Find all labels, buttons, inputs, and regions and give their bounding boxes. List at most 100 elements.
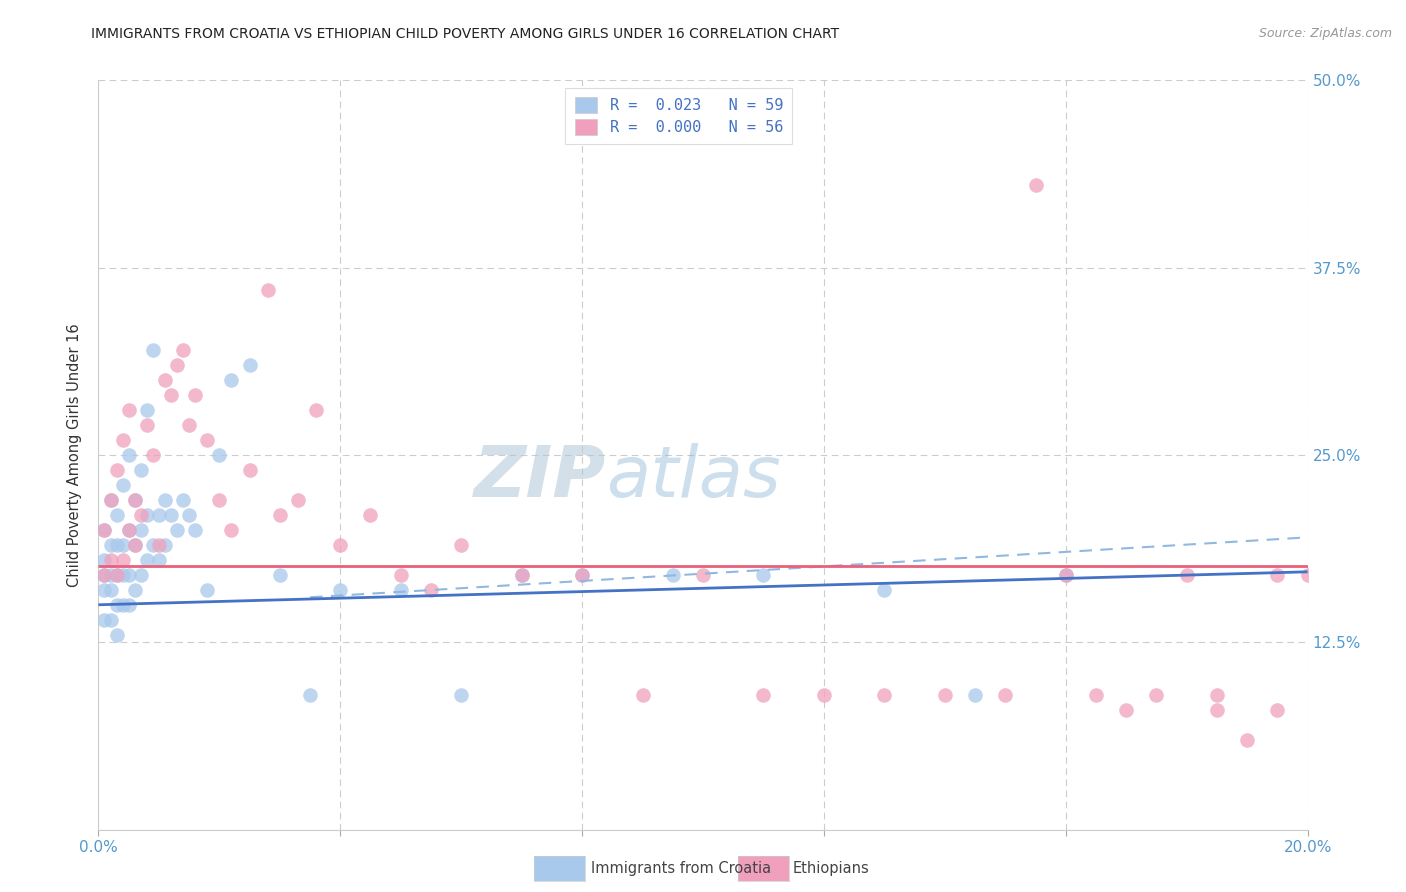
Point [934, 688, 956, 702]
Point [129, 567, 152, 582]
Point [239, 463, 262, 477]
Point [118, 523, 141, 537]
Text: ZIP: ZIP [474, 443, 606, 512]
Point [1144, 688, 1167, 702]
Y-axis label: Child Poverty Among Girls Under 16: Child Poverty Among Girls Under 16 [67, 323, 83, 587]
Point [1115, 703, 1137, 717]
Point [124, 492, 146, 507]
Point [100, 492, 122, 507]
Point [135, 508, 157, 522]
Point [195, 433, 218, 447]
Point [994, 688, 1017, 702]
Point [135, 553, 157, 567]
Point [160, 508, 183, 522]
Point [1054, 567, 1077, 582]
Point [105, 538, 128, 552]
Point [692, 567, 714, 582]
Point [329, 538, 352, 552]
Point [1267, 567, 1289, 582]
Point [93, 613, 115, 627]
Point [148, 553, 170, 567]
Text: Ethiopians: Ethiopians [793, 862, 870, 876]
Point [965, 688, 987, 702]
Point [135, 403, 157, 417]
Point [1024, 178, 1046, 193]
Point [195, 582, 218, 597]
Point [179, 417, 201, 432]
Point [208, 492, 231, 507]
Point [124, 492, 146, 507]
Point [305, 403, 328, 417]
Point [389, 567, 412, 582]
Point [1085, 688, 1108, 702]
Text: Source: ZipAtlas.com: Source: ZipAtlas.com [1258, 27, 1392, 40]
Point [153, 538, 176, 552]
Point [93, 567, 115, 582]
Point [1267, 703, 1289, 717]
Point [142, 448, 165, 462]
Point [184, 523, 207, 537]
Point [129, 523, 152, 537]
Point [93, 523, 115, 537]
Point [752, 688, 775, 702]
Point [510, 567, 533, 582]
Point [269, 567, 291, 582]
Point [239, 358, 262, 372]
Point [105, 508, 128, 522]
Point [118, 598, 141, 612]
Point [105, 567, 128, 582]
Point [813, 688, 835, 702]
Point [166, 523, 188, 537]
Point [100, 582, 122, 597]
Point [160, 388, 183, 402]
Point [329, 582, 352, 597]
Point [1296, 567, 1319, 582]
Point [166, 358, 188, 372]
Point [873, 582, 896, 597]
Point [184, 388, 207, 402]
Point [208, 448, 231, 462]
Point [287, 492, 309, 507]
Point [111, 433, 134, 447]
Point [100, 613, 122, 627]
Point [105, 598, 128, 612]
Text: Immigrants from Croatia: Immigrants from Croatia [591, 862, 770, 876]
Point [1236, 732, 1258, 747]
Point [1206, 688, 1229, 702]
Point [124, 538, 146, 552]
Point [105, 463, 128, 477]
Point [93, 582, 115, 597]
Point [148, 538, 170, 552]
Point [111, 567, 134, 582]
Point [93, 567, 115, 582]
Point [142, 343, 165, 357]
Point [256, 283, 278, 297]
Point [100, 492, 122, 507]
Point [1054, 567, 1077, 582]
Point [389, 582, 412, 597]
Point [153, 492, 176, 507]
Point [93, 553, 115, 567]
Point [631, 688, 654, 702]
Text: atlas: atlas [606, 443, 780, 512]
Point [93, 523, 115, 537]
Point [129, 463, 152, 477]
Point [221, 523, 243, 537]
Point [450, 538, 472, 552]
Point [118, 403, 141, 417]
Point [510, 567, 533, 582]
Point [100, 538, 122, 552]
Point [135, 417, 157, 432]
Point [111, 538, 134, 552]
Legend: R =  0.023   N = 59, R =  0.000   N = 56: R = 0.023 N = 59, R = 0.000 N = 56 [565, 88, 792, 145]
Point [124, 538, 146, 552]
Point [571, 567, 593, 582]
Point [100, 567, 122, 582]
Point [118, 567, 141, 582]
Point [124, 582, 146, 597]
Point [299, 688, 322, 702]
Point [450, 688, 472, 702]
Point [111, 553, 134, 567]
Point [269, 508, 291, 522]
Point [661, 567, 683, 582]
